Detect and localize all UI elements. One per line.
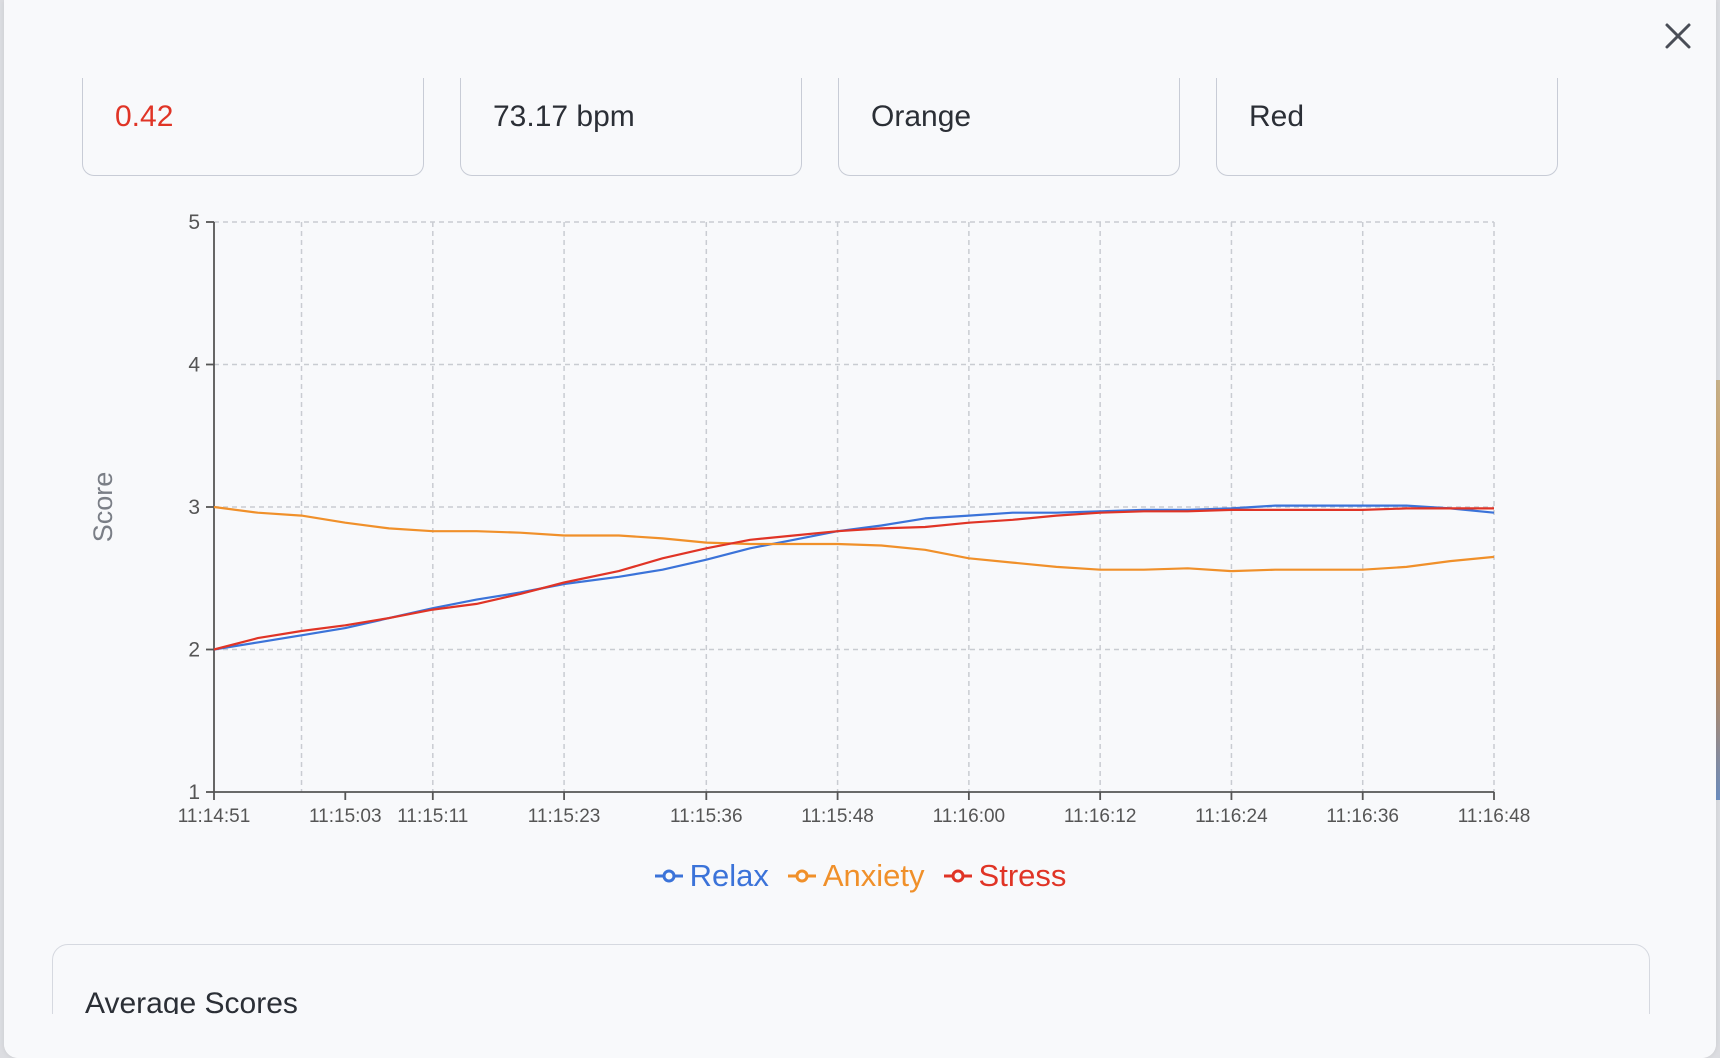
line-circle-marker-icon [943,869,972,883]
close-button[interactable] [1658,16,1698,56]
y-tick-label: 4 [188,354,200,377]
background-edge [1716,380,1720,800]
score-modal: 0.42 73.17 bpm Orange Red 1 2 3 4 5 11:14:51 1… [4,0,1716,1058]
close-icon [1665,23,1691,49]
legend-item-relax[interactable]: Relax [654,858,769,894]
metric-card-zone: Orange [838,78,1180,176]
x-tick-label: 11:16:12 [1064,806,1137,827]
y-tick-label: 1 [188,781,200,804]
series-line-anxiety [213,505,1495,573]
line-circle-marker-icon [654,869,683,883]
x-tick-label: 11:16:48 [1458,806,1531,827]
x-tick-label: 11:15:11 [397,806,468,827]
x-tick-label: 11:14:51 [178,806,251,827]
line-circle-marker-icon [787,869,816,883]
legend-label: Stress [978,858,1067,893]
modal-footer-mask [4,1014,1716,1058]
x-tick-label: 11:16:00 [933,806,1006,827]
score-line-chart: 1 2 3 4 5 11:14:51 11:15:03 11:15:11 11:15:23 11:… [88,211,1531,827]
metric-value: Red [1249,100,1305,133]
metric-value: 73.17 bpm [493,100,635,133]
legend-item-stress[interactable]: Stress [943,858,1067,894]
chart-legend: Relax Anxiety Stress [4,858,1716,894]
y-tick-label: 2 [188,639,200,662]
legend-label: Anxiety [822,858,925,893]
x-tick-label: 11:15:48 [801,806,874,827]
x-tick-label: 11:16:24 [1195,806,1268,827]
metric-card-score: 0.42 [82,78,424,176]
x-tick-label: 11:15:03 [309,806,382,827]
legend-label: Relax [689,858,769,893]
legend-item-anxiety[interactable]: Anxiety [787,858,925,894]
series-line-relax [213,504,1495,651]
y-axis-label: Score [88,472,118,543]
x-tick-label: 11:15:36 [670,806,743,827]
series-line-stress [213,507,1494,651]
metric-card-level: Red [1216,78,1558,176]
y-tick-label: 3 [188,496,200,519]
metric-value: 0.42 [115,100,174,133]
x-tick-label: 11:16:36 [1326,806,1399,827]
x-tick-label: 11:15:23 [528,806,601,827]
metric-card-heart-rate: 73.17 bpm [460,78,802,176]
y-tick-label: 5 [188,211,200,234]
metric-value: Orange [871,100,972,133]
